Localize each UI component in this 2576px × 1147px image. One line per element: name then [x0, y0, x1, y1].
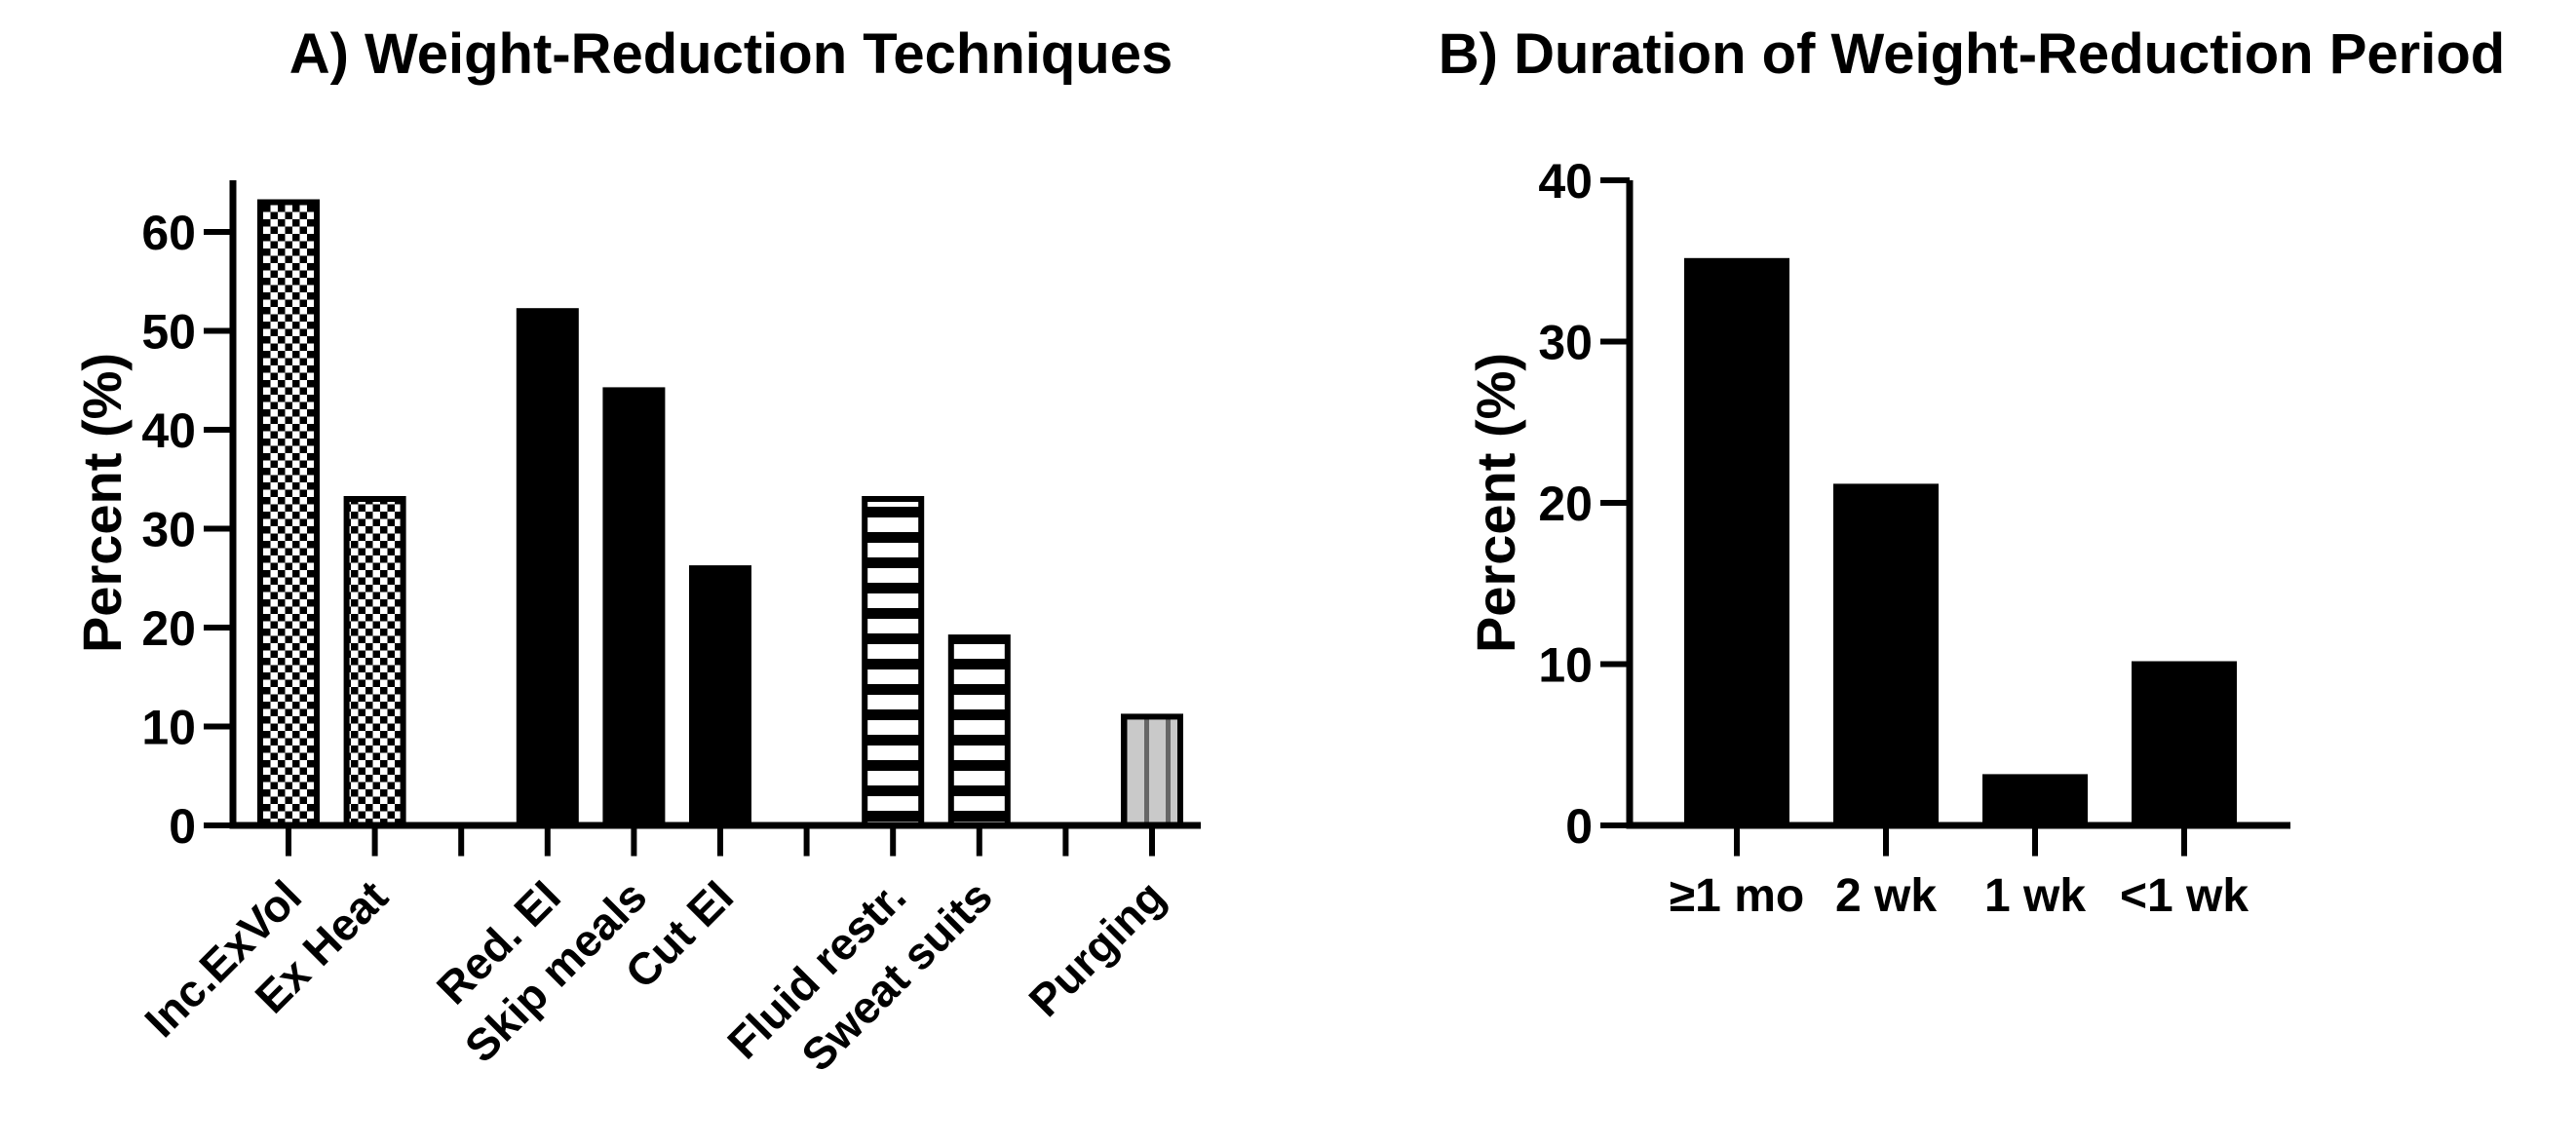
bar-purging	[1121, 713, 1183, 829]
y-tick-label-10: 10	[141, 701, 196, 755]
y-tick-label-30: 30	[141, 503, 196, 557]
category-label-1-wk: <1 wk	[2120, 870, 2249, 922]
bar-1-mo	[1684, 257, 1789, 829]
bar-fluid-restr	[862, 496, 925, 828]
bar-ex-heat	[343, 496, 406, 828]
y-tick-label-20: 20	[141, 601, 196, 656]
bar-1-wk	[2132, 661, 2237, 828]
bar-cut-ei	[689, 565, 751, 828]
category-label-1-wk: 1 wk	[1984, 870, 2086, 922]
bar-2-wk	[1833, 483, 1939, 828]
y-tick-label-30: 30	[1538, 316, 1593, 370]
chart-b-title: B) Duration of Weight-Reduction Period	[1438, 22, 2506, 86]
bar-sweat-suits	[947, 634, 1011, 828]
y-tick-label-40: 40	[141, 403, 196, 458]
y-tick-label-0: 0	[1565, 799, 1593, 854]
category-label-2-wk: 2 wk	[1835, 870, 1937, 922]
y-tick-label-60: 60	[141, 206, 196, 260]
y-tick-label-50: 50	[141, 305, 196, 360]
y-tick-label-40: 40	[1538, 154, 1593, 209]
bar-inc-exvol	[257, 199, 320, 828]
chart-b-plot: 0 10 20 30 40 ≥1 mo 2 wk 1 wk <1 wk	[1538, 154, 2290, 922]
y-tick-label-10: 10	[1538, 638, 1593, 693]
category-label-purging: Purging	[1019, 870, 1174, 1026]
chart-a-title: A) Weight-Reduction Techniques	[288, 22, 1173, 86]
y-tick-label-20: 20	[1538, 477, 1593, 531]
bar-skip-meals	[602, 387, 666, 828]
category-label-1-mo: ≥1 mo	[1670, 870, 1804, 922]
bar-red-ei	[516, 308, 579, 828]
y-tick-label-0: 0	[169, 799, 196, 854]
bar-1-wk	[1982, 774, 2088, 829]
